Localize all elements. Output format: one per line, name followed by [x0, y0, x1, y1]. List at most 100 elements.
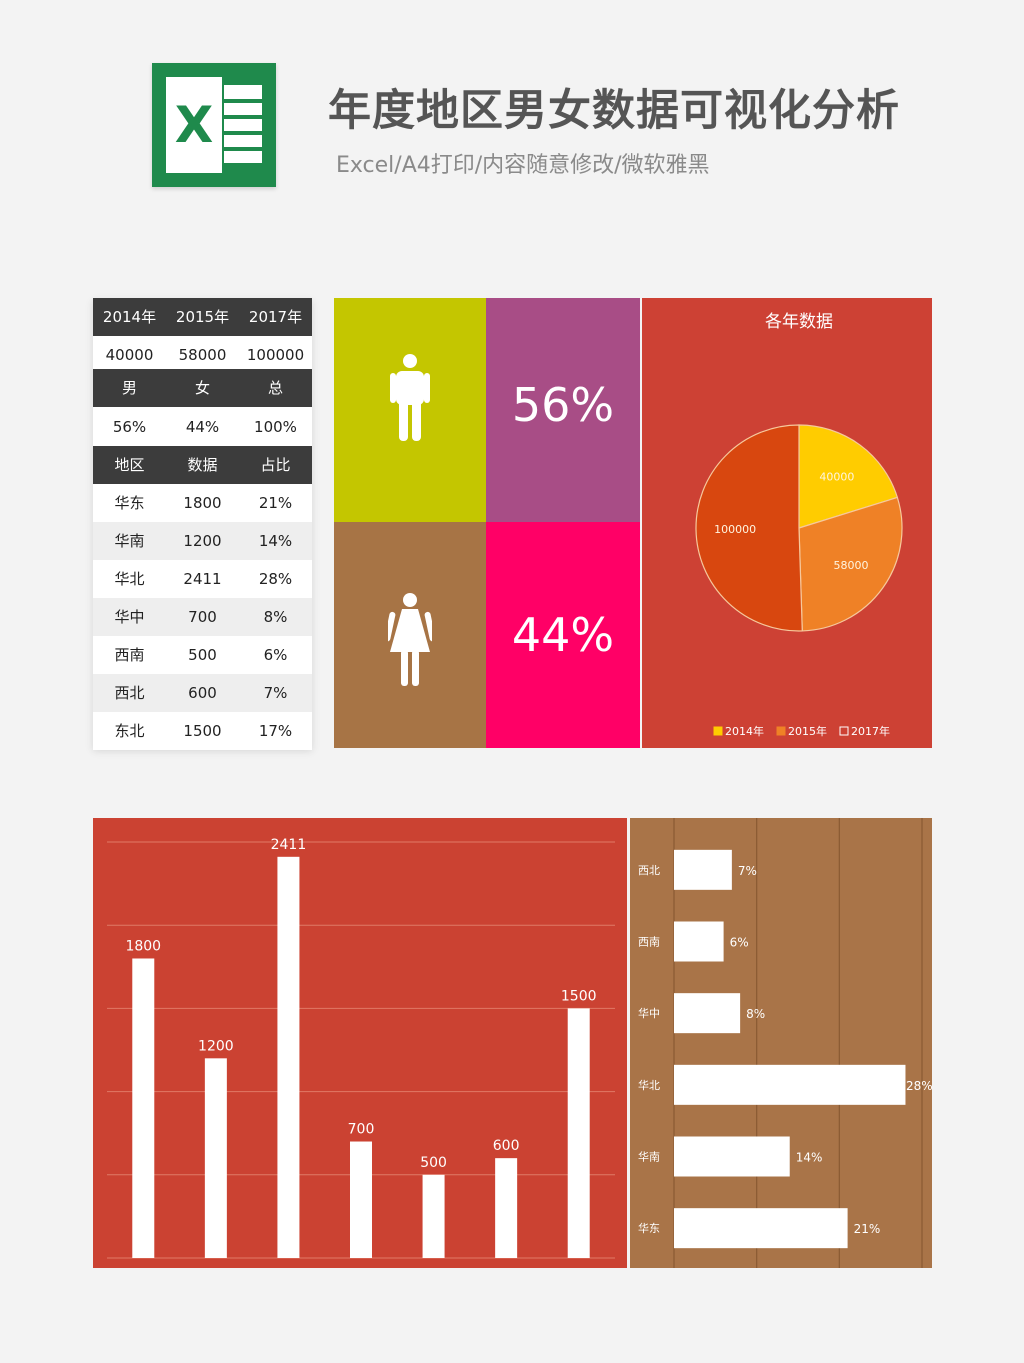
- hbar-chart-panel: 西北 7% 西南 6% 华中 8% 华北 28% 华南 14% 华东 21%: [630, 818, 933, 1268]
- table-cell: 东北: [114, 722, 145, 740]
- pie-chart-title: 各年数据: [765, 312, 833, 332]
- logo-page: [166, 77, 222, 173]
- pie-chart: 各年数据 40000 58000 100000 2014年 2015年 2017年: [695, 312, 903, 738]
- table-cell: 600: [188, 684, 217, 702]
- table-cell: 40000: [105, 346, 154, 364]
- hbar-data-label: 7%: [738, 864, 757, 878]
- hbar: [674, 993, 741, 1034]
- pie-slice: [798, 496, 903, 632]
- table-cell: 华东: [114, 494, 145, 512]
- pie-data-label: 58000: [834, 559, 869, 572]
- table-cell: 28%: [258, 570, 293, 588]
- table-header-cell: 女: [194, 379, 210, 397]
- bar-chart-panel: 1800 1200 2411 700 500 600 1500: [93, 818, 627, 1268]
- legend-label: 2017年: [851, 724, 890, 738]
- legend-swatch: [839, 726, 849, 736]
- bar-data-label: 1200: [198, 1038, 234, 1054]
- pie-data-label: 40000: [819, 471, 854, 484]
- table-cell: 58000: [178, 346, 227, 364]
- table-cell: 7%: [263, 684, 288, 702]
- female-person-icon: [388, 593, 432, 686]
- bar: [495, 1158, 518, 1258]
- category-label: 华南: [638, 1150, 660, 1164]
- female-icon-tile: [334, 522, 486, 748]
- table-cell: 西北: [114, 684, 145, 702]
- pie-data-label: 100000: [714, 523, 756, 536]
- male-percent-tile: 56%: [486, 298, 640, 522]
- bar: [132, 958, 155, 1258]
- hbar: [674, 1064, 906, 1105]
- table-header-years: 2014年 2015年 2017年: [93, 298, 312, 336]
- hbar-data-label: 8%: [746, 1007, 765, 1021]
- category-label: 西北: [638, 864, 660, 877]
- table-cell: 44%: [185, 418, 220, 436]
- hbar: [674, 849, 732, 890]
- table-row-years: 40000 58000 100000: [93, 336, 312, 374]
- category-label: 华北: [638, 1078, 660, 1092]
- bar-data-label: 2411: [271, 837, 307, 853]
- table-cell: 西南: [114, 646, 145, 664]
- hbar-data-label: 28%: [906, 1079, 932, 1093]
- table-cell: 1800: [183, 494, 222, 512]
- table-row: 东北 1500 17%: [93, 712, 312, 750]
- bar-data-label: 1800: [125, 938, 161, 954]
- table-header-cell: 男: [121, 379, 137, 397]
- hbar-data-label: 21%: [854, 1222, 881, 1236]
- table-cell: 100000: [246, 346, 305, 364]
- table-cell: 1200: [183, 532, 222, 550]
- female-percent-value: 44%: [511, 608, 615, 662]
- table-cell: 华中: [114, 608, 145, 626]
- excel-logo-icon: X: [152, 63, 276, 187]
- bar-chart: 1800 1200 2411 700 500 600 1500: [107, 837, 615, 1259]
- table-cell: 100%: [254, 418, 297, 436]
- table-header-cell: 占比: [260, 456, 291, 474]
- bar: [204, 1058, 227, 1258]
- bar: [567, 1008, 590, 1258]
- table-row: 华北 2411 28%: [93, 560, 312, 598]
- table-cell: 56%: [112, 418, 147, 436]
- table-header-cell: 数据: [187, 456, 218, 474]
- table-cell: 1500: [183, 722, 222, 740]
- table-cell: 6%: [263, 646, 288, 664]
- hbar: [674, 1136, 790, 1177]
- table-row: 华东 1800 21%: [93, 484, 312, 522]
- table-row: 西北 600 7%: [93, 674, 312, 712]
- bar-data-label: 600: [493, 1138, 520, 1154]
- table-header-cell: 总: [267, 379, 283, 397]
- bar-data-label: 1500: [561, 988, 597, 1004]
- table-cell: 500: [188, 646, 217, 664]
- legend-label: 2014年: [725, 724, 764, 738]
- logo-letter: X: [174, 96, 214, 154]
- table-cell: 14%: [258, 532, 293, 550]
- table-header-cell: 2014年: [102, 308, 157, 326]
- logo-grid-icon: [224, 85, 262, 165]
- table-row: 西南 500 6%: [93, 636, 312, 674]
- bar-data-label: 500: [420, 1155, 447, 1171]
- hbar-data-label: 6%: [730, 936, 749, 950]
- table-cell: 700: [188, 608, 217, 626]
- hbar-data-label: 14%: [796, 1151, 823, 1165]
- page-subtitle: Excel/A4打印/内容随意修改/微软雅黑: [336, 153, 710, 178]
- table-header-cell: 地区: [114, 456, 145, 474]
- pie-slice: [695, 424, 803, 632]
- category-label: 华中: [638, 1006, 660, 1020]
- table-row: 华中 700 8%: [93, 598, 312, 636]
- legend-label: 2015年: [788, 724, 827, 738]
- category-label: 西南: [638, 936, 660, 949]
- table-cell: 2411: [183, 570, 222, 588]
- female-percent-tile: 44%: [486, 522, 640, 748]
- hbar: [674, 1208, 848, 1249]
- table-cell: 华北: [114, 570, 145, 588]
- table-header-gender: 男 女 总: [93, 369, 312, 407]
- table-header-regions: 地区 数据 占比: [93, 446, 312, 484]
- hbar: [674, 921, 724, 962]
- table-cell: 8%: [263, 608, 288, 626]
- bar: [277, 856, 300, 1258]
- male-person-icon: [390, 354, 430, 441]
- bar-data-label: 700: [348, 1122, 375, 1138]
- pie-chart-panel: 各年数据 40000 58000 100000 2014年 2015年 2017年: [642, 298, 932, 748]
- table-row-gender: 56% 44% 100%: [93, 408, 312, 446]
- page-title: 年度地区男女数据可视化分析: [328, 86, 900, 136]
- male-icon-tile: [334, 298, 486, 522]
- pie-slice: [798, 424, 899, 529]
